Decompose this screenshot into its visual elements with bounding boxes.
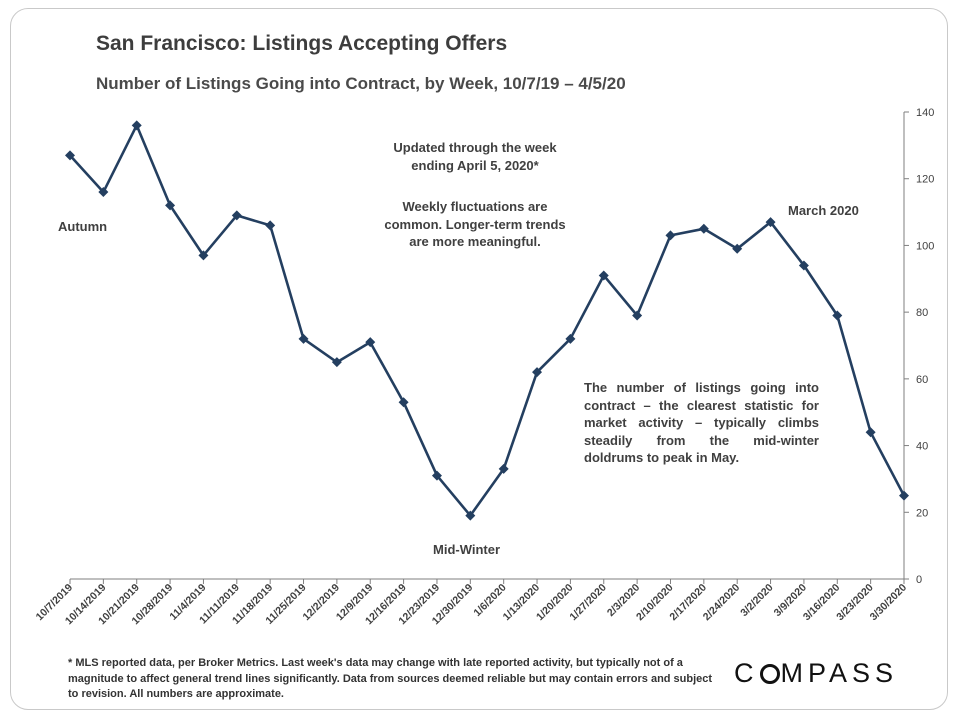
data-point	[565, 333, 576, 344]
fluctuation-note-line1: Weekly fluctuations are	[402, 199, 548, 214]
y-tick-label: 40	[916, 441, 928, 453]
data-point	[832, 310, 843, 321]
fluctuation-note-line3: are more meaningful.	[409, 234, 541, 249]
x-tick-label: 3/30/2020	[868, 582, 910, 624]
data-point	[365, 337, 376, 348]
compass-logo: C MPASS	[734, 658, 898, 689]
data-point	[398, 397, 409, 408]
data-point	[498, 463, 509, 474]
x-tick-label: 1/27/2020	[567, 582, 609, 624]
autumn-label: Autumn	[58, 219, 108, 234]
data-point	[698, 223, 709, 234]
y-tick-label: 120	[916, 174, 934, 186]
data-point	[231, 210, 242, 221]
fluctuation-note: Weekly fluctuations are common. Longer-t…	[356, 198, 594, 251]
data-point	[598, 270, 609, 281]
contract-note: The number of listings going into contra…	[584, 380, 819, 465]
data-point	[465, 510, 476, 521]
data-point	[732, 243, 743, 254]
data-point	[198, 250, 209, 261]
data-point	[632, 310, 643, 321]
data-point	[265, 220, 276, 231]
y-tick-label: 60	[916, 374, 928, 386]
data-point	[431, 470, 442, 481]
march-2020-label: March 2020	[788, 203, 859, 218]
logo-text-pre: C	[734, 658, 759, 688]
data-point	[131, 120, 142, 131]
data-point	[798, 260, 809, 271]
data-point	[298, 333, 309, 344]
y-tick-label: 100	[916, 240, 934, 252]
y-tick-label: 80	[916, 307, 928, 319]
data-point	[532, 367, 543, 378]
chart-subtitle: Number of Listings Going into Contract, …	[96, 74, 626, 93]
footnote: * MLS reported data, per Broker Metrics.…	[68, 657, 713, 700]
updated-note-line1: Updated through the week	[393, 140, 557, 155]
data-point	[331, 357, 342, 368]
data-point	[765, 217, 776, 228]
x-tick-label: 3/2/2020	[738, 582, 775, 619]
updated-note-line2: ending April 5, 2020*	[411, 157, 539, 173]
y-tick-label: 0	[916, 574, 922, 586]
x-tick-label: 2/24/2020	[701, 582, 743, 624]
fluctuation-note-line2: common. Longer-term trends	[384, 216, 566, 232]
y-tick-label: 20	[916, 507, 928, 519]
mid-winter-label: Mid-Winter	[433, 542, 501, 557]
data-point	[865, 427, 876, 438]
logo-text-post: MPASS	[780, 658, 899, 688]
data-point	[899, 490, 909, 501]
data-point	[665, 230, 676, 241]
logo-o-ring	[759, 664, 780, 684]
slide-frame	[10, 8, 948, 710]
data-point	[98, 187, 109, 198]
updated-note: Updated through the week ending April 5,…	[366, 139, 584, 174]
chart-title: San Francisco: Listings Accepting Offers	[96, 32, 508, 55]
data-point	[165, 200, 176, 211]
y-tick-label: 140	[916, 107, 934, 119]
data-point	[65, 150, 75, 161]
series-line	[69, 124, 906, 517]
